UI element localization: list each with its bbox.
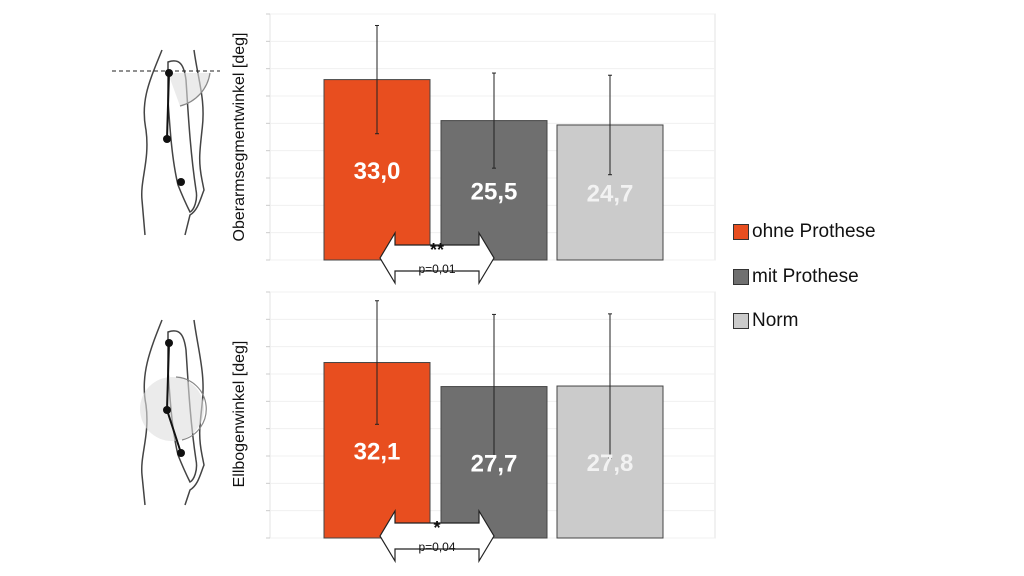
legend-swatch — [733, 269, 749, 285]
upper-arm-angle-illustration — [112, 49, 220, 236]
significance-arrow — [379, 230, 495, 286]
data-label: 25,5 — [471, 178, 518, 205]
data-label: 27,8 — [587, 450, 634, 477]
legend-item-ohne-prothese: ohne Prothese — [733, 221, 876, 243]
legend-swatch — [733, 224, 749, 240]
legend-label: ohne Prothese — [752, 221, 876, 242]
significance-stars: * — [433, 518, 440, 538]
significance-stars: ** — [430, 240, 444, 260]
significance-arrow — [379, 508, 495, 564]
chart-1: 32,1 27,7 27,8 * p=0,04 — [266, 291, 716, 564]
data-label: 27,7 — [471, 450, 518, 477]
top-y-axis-label: Oberarmsegmentwinkel [deg] — [231, 32, 248, 242]
bar-1 — [440, 120, 548, 261]
data-label: 33,0 — [354, 158, 401, 185]
legend-item-norm: Norm — [733, 310, 798, 332]
chart-0: 33,0 25,5 24,7 ** p=0,01 — [266, 13, 716, 286]
legend-item-mit-prothese: mit Prothese — [733, 266, 859, 288]
data-label: 32,1 — [354, 438, 401, 465]
legend-swatch — [733, 313, 749, 329]
legend-label: mit Prothese — [752, 266, 859, 287]
data-label: 24,7 — [587, 180, 634, 207]
legend-label: Norm — [752, 310, 799, 331]
p-value: p=0,01 — [418, 262, 455, 276]
elbow-angle-illustration — [140, 319, 207, 506]
p-value: p=0,04 — [418, 540, 455, 554]
bottom-y-axis-label: Ellbogenwinkel [deg] — [231, 340, 248, 488]
